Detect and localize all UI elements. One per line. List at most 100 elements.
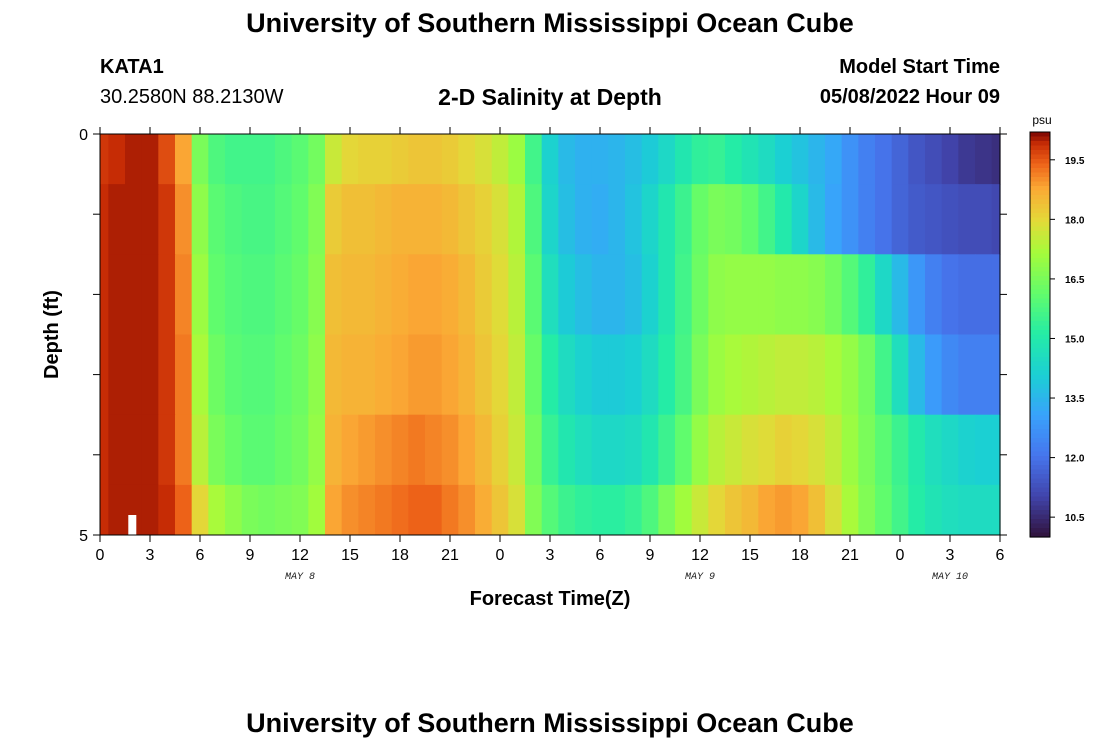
heatmap-cell [125,254,143,335]
heatmap-cell [225,484,243,536]
date-label: MAY 8 [285,572,315,583]
colorbar-segment [1030,415,1050,421]
heatmap-cell [408,254,426,335]
x-tick-label: 15 [341,547,359,564]
heatmap-cell [725,414,743,486]
heatmap-cell [141,414,159,486]
heatmap-cell [341,414,359,486]
colorbar-segment [1030,339,1050,345]
colorbar-segment [1030,132,1050,138]
heatmap-cell [441,254,459,335]
heatmap-cell [675,334,693,416]
heatmap-cell [925,414,943,486]
heatmap-cell [241,134,259,185]
heatmap-cell [275,334,293,416]
heatmap-cell [775,184,793,255]
heatmap-cell [641,414,659,486]
heatmap-cell [258,254,276,335]
model-start-label: Model Start Time [839,56,1000,78]
colorbar-segment [1030,505,1050,511]
heatmap-cell [425,414,443,486]
colorbar-segment [1030,510,1050,516]
heatmap-cell [808,334,826,416]
colorbar-segment [1030,460,1050,466]
colorbar-segment [1030,361,1050,367]
heatmap-cell [658,184,676,255]
heatmap-cell [891,134,909,185]
colorbar-segment [1030,145,1050,151]
heatmap-cell [375,254,393,335]
colorbar-segment [1030,312,1050,318]
heatmap-cell [825,134,843,185]
heatmap-cell [275,254,293,335]
x-tick-label: 6 [196,547,205,564]
heatmap-cell [608,184,626,255]
heatmap-cell [391,184,409,255]
colorbar-segment [1030,231,1050,237]
heatmap-cell [458,334,476,416]
colorbar-segment [1030,343,1050,349]
annotation-marker [128,515,137,535]
heatmap-cell [458,414,476,486]
heatmap-cell [208,134,226,185]
colorbar-segment [1030,235,1050,241]
heatmap-cell [191,414,209,486]
heatmap-cell [291,254,309,335]
colorbar-segment [1030,366,1050,372]
colorbar-segment [1030,411,1050,417]
heatmap-cell [158,414,176,486]
heatmap-cell [791,184,809,255]
heatmap-cell [341,334,359,416]
heatmap-cell [991,134,1001,185]
heatmap-cell [841,134,859,185]
heatmap-cell [475,484,493,536]
x-tick-label: 9 [246,547,255,564]
heatmap-cell [191,254,209,335]
heatmap-cell [458,254,476,335]
heatmap-cell [941,184,959,255]
heatmap-cell [775,334,793,416]
x-tick-label: 18 [791,547,809,564]
x-tick-label: 15 [741,547,759,564]
heatmap-cell [741,184,759,255]
x-tick-label: 3 [546,547,555,564]
heatmap-cell [358,414,376,486]
heatmap-cell [625,334,643,416]
colorbar-segment [1030,141,1050,147]
heatmap-cell [100,484,109,536]
heatmap-cell [175,254,193,335]
heatmap-cell [475,414,493,486]
colorbar-segment [1030,289,1050,295]
heatmap-cell [941,334,959,416]
heatmap-cell [141,484,159,536]
heatmap-cell [875,184,893,255]
heatmap-cell [641,254,659,335]
heatmap-cell [741,414,759,486]
heatmap-cell [475,184,493,255]
heatmap-cell [608,334,626,416]
heatmap-cell [975,334,993,416]
heatmap-cell [975,484,993,536]
heatmap-cell [391,484,409,536]
x-tick-label: 3 [946,547,955,564]
footer-title: University of Southern Mississippi Ocean… [246,708,854,738]
heatmap-cell [408,184,426,255]
heatmap-cell [858,484,876,536]
heatmap-cell [875,414,893,486]
heatmap-cell [391,414,409,486]
heatmap-cell [808,414,826,486]
heatmap-cell [225,414,243,486]
colorbar-segment [1030,357,1050,363]
colorbar-segment [1030,240,1050,246]
heatmap-cell [758,414,776,486]
colorbar-segment [1030,172,1050,178]
colorbar-segment [1030,321,1050,327]
colorbar-segment [1030,465,1050,471]
heatmap-cell [591,134,609,185]
colorbar-segment [1030,150,1050,156]
heatmap-cell [141,134,159,185]
heatmap-cell [175,484,193,536]
colorbar-segment [1030,334,1050,340]
heatmap-cell [691,184,709,255]
heatmap-cell [575,484,593,536]
